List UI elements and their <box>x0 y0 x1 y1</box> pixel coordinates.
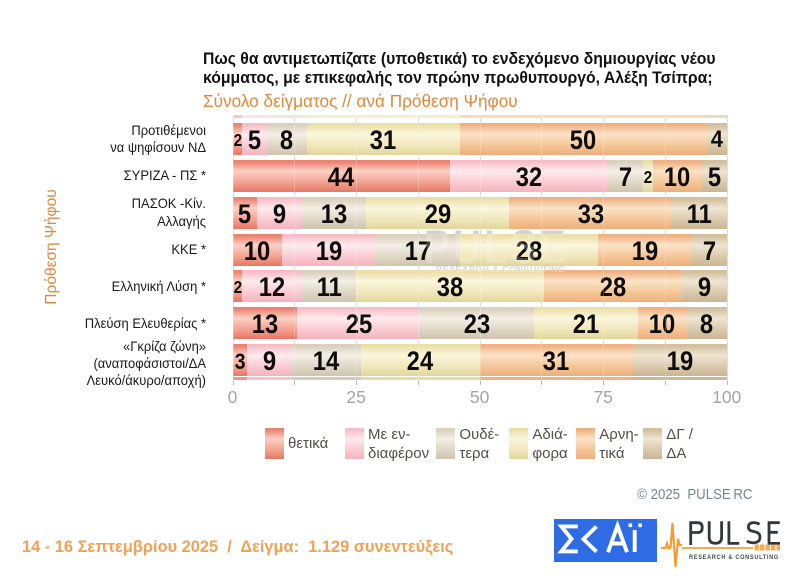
svg-text:RESEARCH & CONSULTING: RESEARCH & CONSULTING <box>689 554 779 561</box>
